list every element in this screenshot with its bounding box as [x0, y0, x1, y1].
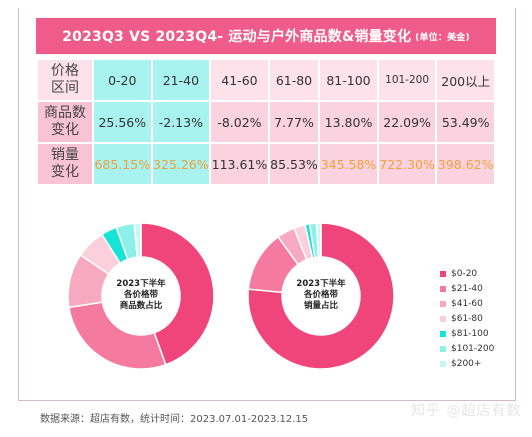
legend-label: $101-200	[451, 343, 495, 354]
data-source-footer: 数据来源：超店有数，统计时间：2023.07.01-2023.12.15	[40, 414, 309, 425]
legend-label: $61-80	[451, 313, 483, 324]
donut-center-label: 销量占比	[304, 300, 339, 311]
table-row-price-range: 价格 区间 0-20 21-40 41-60 61-80 81-100 101-…	[38, 60, 494, 100]
donut-slice	[315, 222, 322, 258]
legend-label: $21-40	[451, 283, 483, 294]
price-range-cell: 41-60	[211, 60, 268, 100]
price-range-cell: 101-200	[378, 60, 436, 100]
legend-swatch	[440, 345, 446, 352]
legend-item: $101-200	[440, 341, 494, 356]
price-range-table: 价格 区间 0-20 21-40 41-60 61-80 81-100 101-…	[36, 58, 496, 186]
price-range-cell: 200以上	[437, 60, 494, 100]
product-change-cell: 53.49%	[437, 102, 494, 142]
chart-title: 2023Q3 VS 2023Q4- 运动与户外商品数&销量变化 (单位：美金)	[36, 18, 496, 54]
row-header-product-change: 商品数 变化	[38, 102, 92, 142]
legend-item: $61-80	[440, 311, 494, 326]
legend-swatch	[440, 360, 446, 367]
chart-title-unit: (单位：美金)	[415, 32, 470, 43]
donut-slice	[68, 301, 167, 370]
table-row-product-change: 商品数 变化 25.56% -2.13% -8.02% 7.77% 13.80%…	[38, 102, 494, 142]
price-range-cell: 21-40	[152, 60, 210, 100]
table-row-sales-change: 销量 变化 685.15% 325.26% 113.61% 85.53% 345…	[38, 144, 494, 184]
product-change-cell: 22.09%	[378, 102, 436, 142]
legend-item: $81-100	[440, 326, 494, 341]
row-header-sales-change: 销量 变化	[38, 144, 92, 184]
sales-change-cell: 685.15%	[94, 144, 151, 184]
donut-center-label: 各价格带	[303, 289, 339, 300]
donut-center-label: 2023下半年	[116, 278, 166, 289]
legend-swatch	[440, 315, 446, 322]
price-range-cell: 61-80	[269, 60, 319, 100]
legend-swatch	[440, 285, 446, 292]
row-header-label: 销量 变化	[51, 147, 79, 180]
donut-center-label: 2023下半年	[296, 278, 346, 289]
legend-item: $41-60	[440, 296, 494, 311]
donut-slice	[247, 222, 395, 370]
donut-slice	[140, 222, 215, 366]
sales-change-cell: 85.53%	[269, 144, 319, 184]
legend-item: $200+	[440, 356, 494, 371]
product-change-cell: -2.13%	[152, 102, 210, 142]
donut-center-label: 商品数占比	[120, 300, 163, 311]
legend-swatch	[440, 330, 446, 337]
row-header-label: 价格 区间	[51, 63, 79, 96]
chart-legend: $0-20 $21-40 $41-60 $61-80 $81-100 $101-200 $2…	[440, 266, 494, 371]
chart-title-text: 2023Q3 VS 2023Q4- 运动与户外商品数&销量变化	[62, 29, 412, 45]
sales-change-cell: 722.30%	[378, 144, 436, 184]
legend-swatch	[440, 270, 446, 277]
sales-change-cell: 345.58%	[320, 144, 377, 184]
donut-slice	[133, 222, 142, 258]
donut-center-label: 各价格带	[123, 289, 159, 300]
legend-label: $41-60	[451, 298, 483, 309]
price-range-cell: 81-100	[320, 60, 377, 100]
sales-change-cell: 398.62%	[437, 144, 494, 184]
product-change-cell: -8.02%	[211, 102, 268, 142]
legend-label: $200+	[451, 358, 482, 369]
product-change-cell: 13.80%	[320, 102, 377, 142]
product-change-cell: 25.56%	[94, 102, 151, 142]
legend-label: $81-100	[451, 328, 489, 339]
sales-change-cell: 113.61%	[211, 144, 268, 184]
row-header-price-range: 价格 区间	[38, 60, 92, 100]
legend-item: $0-20	[440, 266, 494, 281]
legend-item: $21-40	[440, 281, 494, 296]
product-change-cell: 7.77%	[269, 102, 319, 142]
price-range-cell: 0-20	[94, 60, 151, 100]
sales-change-cell: 325.26%	[152, 144, 210, 184]
watermark: 知乎 @超店有数	[411, 403, 522, 419]
legend-label: $0-20	[451, 268, 478, 279]
legend-swatch	[440, 300, 446, 307]
row-header-label: 商品数 变化	[44, 105, 86, 138]
